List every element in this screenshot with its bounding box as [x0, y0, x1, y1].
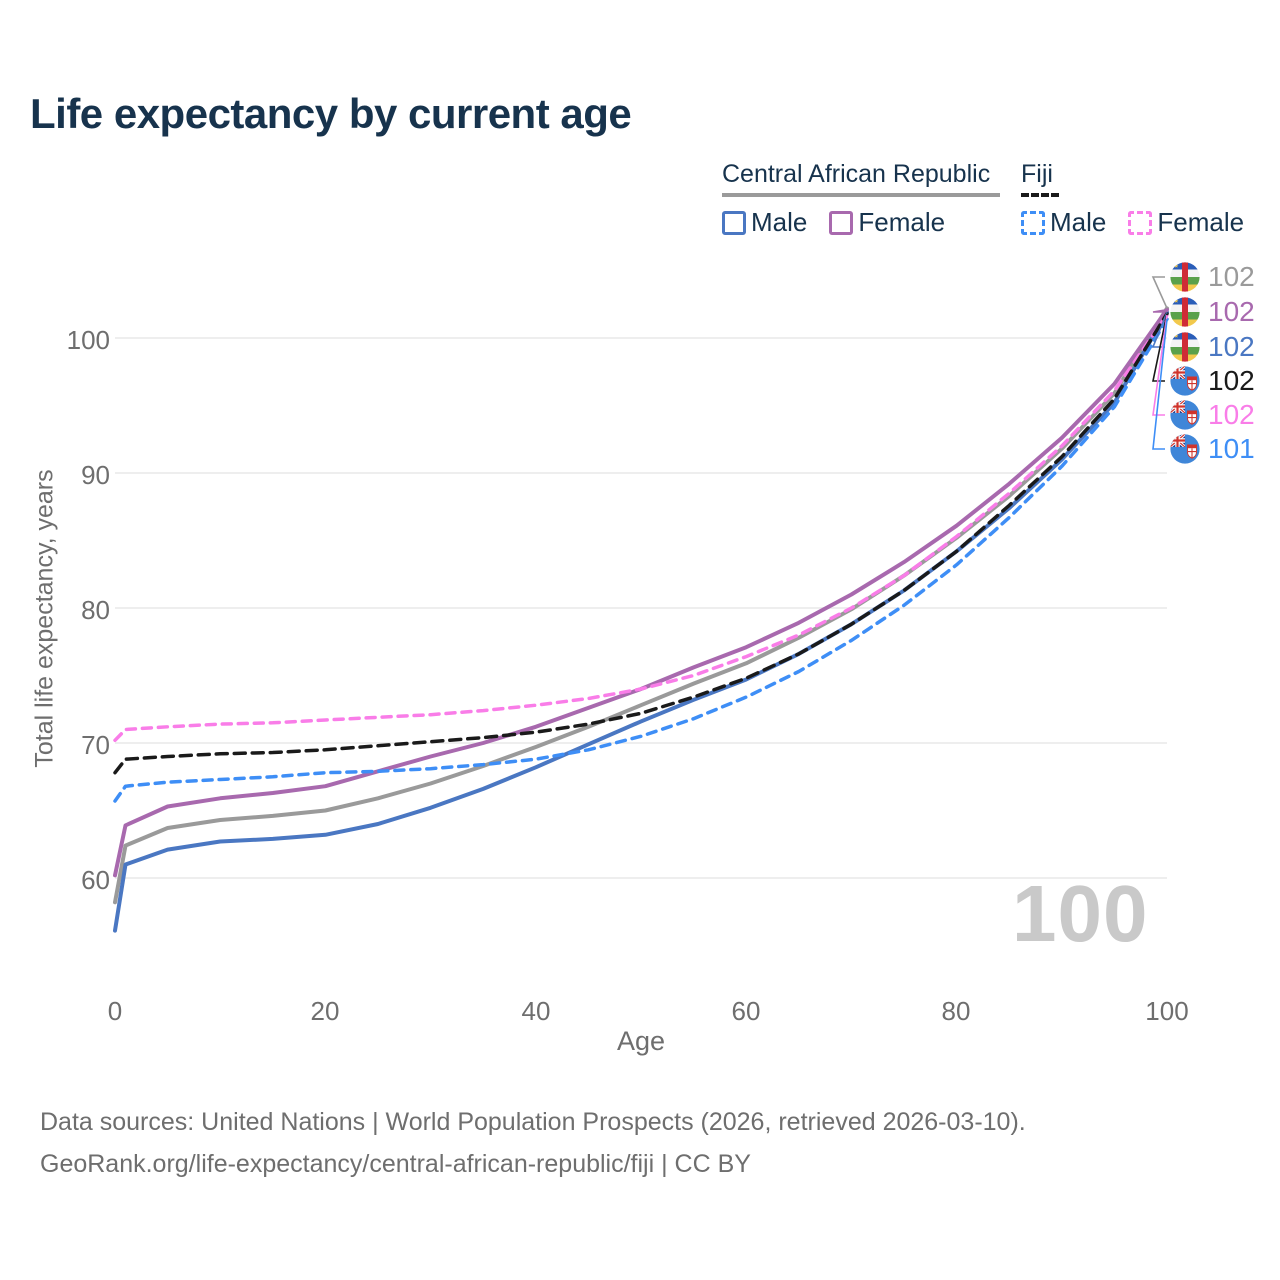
legend-heading-fiji[interactable]: Fiji: [1021, 160, 1053, 188]
fiji-flag-icon: [1170, 434, 1200, 464]
legend-heading-car[interactable]: Central African Republic: [722, 160, 991, 188]
legend-swatch-car-male[interactable]: [722, 210, 746, 235]
legend-swatch-fiji-female[interactable]: [1128, 210, 1153, 235]
x-tick-100: 100: [1145, 996, 1189, 1026]
fiji-flag-icon: [1170, 400, 1200, 430]
fiji-flag-icon: [1170, 366, 1200, 396]
x-tick-20: 20: [310, 996, 340, 1026]
y-tick-80: 80: [81, 595, 110, 625]
endpoint-value: 102: [1208, 261, 1255, 292]
endpoint-row: 102: [1170, 331, 1255, 363]
endpoint-value: 102: [1208, 365, 1255, 396]
x-tick-40: 40: [521, 996, 551, 1026]
car-flag-icon: [1170, 297, 1200, 327]
data-source-line: Data sources: United Nations | World Pop…: [40, 1108, 1026, 1136]
attribution-line[interactable]: GeoRank.org/life-expectancy/central-afri…: [40, 1150, 751, 1178]
legend-line-style-fiji: [1021, 193, 1059, 197]
y-tick-70: 70: [81, 730, 110, 760]
legend-group-fiji: Fiji Male Female: [1021, 160, 1266, 238]
legend-swatch-car-female[interactable]: [829, 210, 854, 235]
y-tick-60: 60: [81, 865, 110, 895]
y-axis-title: Total life expectancy, years: [30, 469, 59, 768]
legend-label-fiji-female[interactable]: Female: [1157, 207, 1245, 237]
legend-label-fiji-male[interactable]: Male: [1050, 207, 1107, 237]
endpoint-value: 102: [1208, 399, 1255, 430]
y-tick-100: 100: [66, 325, 110, 355]
legend-swatch-fiji-male[interactable]: [1021, 210, 1045, 235]
x-axis-title: Age: [616, 1026, 666, 1056]
endpoint-row: 101: [1170, 433, 1255, 465]
legend-label-car-male[interactable]: Male: [751, 207, 808, 237]
legend-label-car-female[interactable]: Female: [858, 207, 946, 237]
x-tick-60: 60: [731, 996, 761, 1026]
x-tick-80: 80: [941, 996, 971, 1026]
car-flag-icon: [1170, 262, 1200, 292]
car-flag-icon: [1170, 332, 1200, 362]
legend-line-style-car: [722, 193, 1000, 197]
endpoint-row: 102: [1170, 261, 1255, 293]
endpoint-row: 102: [1170, 296, 1255, 328]
y-tick-90: 90: [81, 460, 110, 490]
legend-group-car: Central African Republic Male Female: [722, 160, 1000, 238]
endpoint-row: 102: [1170, 365, 1255, 397]
page-title: Life expectancy by current age: [30, 90, 632, 137]
endpoint-value: 102: [1208, 331, 1255, 362]
endpoint-value: 102: [1208, 296, 1255, 327]
endpoint-value: 101: [1208, 433, 1255, 464]
x-tick-0: 0: [107, 996, 123, 1026]
endpoint-row: 102: [1170, 399, 1255, 431]
current-age-watermark: 100: [1012, 869, 1149, 958]
